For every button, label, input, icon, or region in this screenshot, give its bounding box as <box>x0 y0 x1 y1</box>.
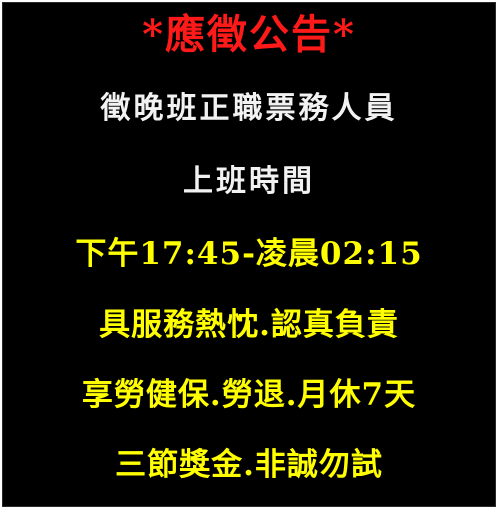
hours-label: 上班時間 <box>183 164 315 199</box>
requirements-text: 具服務熱忱.認真負責 <box>99 307 399 343</box>
bonus-text: 三節獎金.非誠勿試 <box>115 447 383 483</box>
working-hours: 下午17:45-凌晨02:15 <box>75 236 423 272</box>
job-title: 徵晚班正職票務人員 <box>100 91 398 126</box>
benefits-text: 享勞健保.勞退.月休7天 <box>81 377 417 413</box>
notice-title: *應徵公告* <box>142 11 356 58</box>
job-notice-board: *應徵公告* 徵晚班正職票務人員 上班時間 下午17:45-凌晨02:15 具服… <box>2 2 496 507</box>
